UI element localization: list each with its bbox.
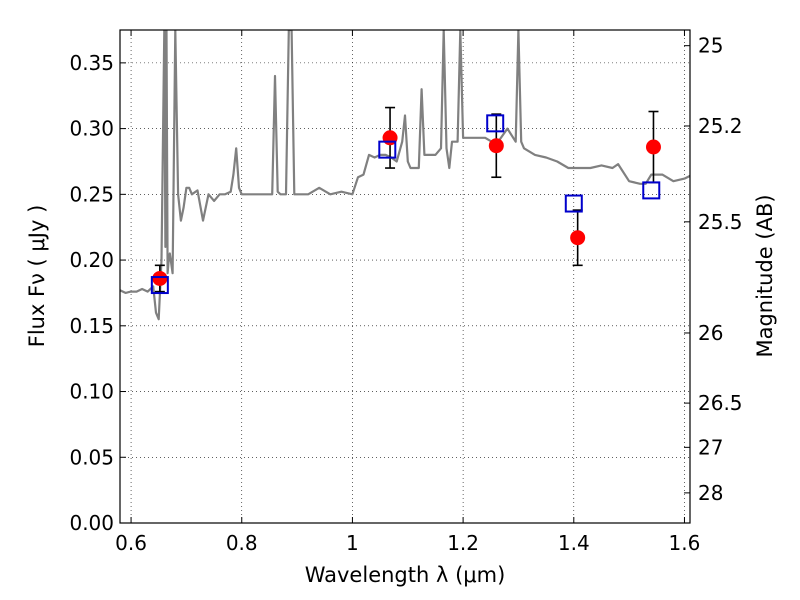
model-point-square	[378, 140, 397, 159]
x-tick-label: 0.6	[115, 531, 147, 555]
right-tick-label: 26	[698, 321, 723, 345]
y-tick-label: 0.35	[69, 51, 114, 75]
y-tick-label: 0.25	[69, 182, 114, 206]
right-tick-label: 26.5	[698, 391, 743, 415]
x-axis-ticks: 0.6 0.8 1 1.2 1.4 1.6	[115, 30, 700, 555]
right-tick-label: 27	[698, 435, 723, 459]
x-tick-label: 1.4	[558, 531, 590, 555]
y-tick-label: 0.15	[69, 314, 114, 338]
x-axis-label: Wavelength λ (μm)	[305, 563, 506, 587]
model-point-square	[642, 181, 661, 200]
data-point-circle	[152, 270, 168, 286]
y-tick-label: 0.00	[69, 511, 114, 535]
y-tick-label: 0.10	[69, 380, 114, 404]
y-axis-label: Flux Fν ( μJy )	[25, 205, 49, 348]
model-point-square	[150, 276, 169, 295]
y-axis-ticks: 0.00 0.05 0.10 0.15 0.20 0.25 0.30 0.35	[69, 51, 126, 535]
right-tick-label: 25.5	[698, 210, 743, 234]
data-point-circle	[570, 230, 586, 246]
spectrum-layer	[120, 30, 690, 321]
right-tick-label: 28	[698, 481, 723, 505]
plot-frame	[119, 29, 691, 524]
y-tick-label: 0.05	[69, 445, 114, 469]
x-tick-label: 1.6	[669, 531, 701, 555]
x-tick-label: 1	[346, 531, 359, 555]
x-tick-label: 1.2	[447, 531, 479, 555]
y-tick-label: 0.20	[69, 248, 114, 272]
spectrum-line	[120, 30, 690, 321]
model-point-square	[486, 114, 505, 133]
photometry-layer	[150, 106, 661, 295]
data-point-circle	[645, 139, 661, 155]
model-point-square	[564, 194, 583, 213]
y-tick-label: 0.30	[69, 117, 114, 141]
x-tick-label: 0.8	[226, 531, 258, 555]
right-tick-label: 25.2	[698, 114, 743, 138]
right-tick-label: 25	[698, 34, 723, 58]
data-point-circle	[488, 138, 504, 154]
right-axis-label: Magnitude (AB)	[753, 194, 777, 357]
right-axis-ticks: 25 25.2 25.5 26 26.5 27 28	[684, 34, 743, 505]
